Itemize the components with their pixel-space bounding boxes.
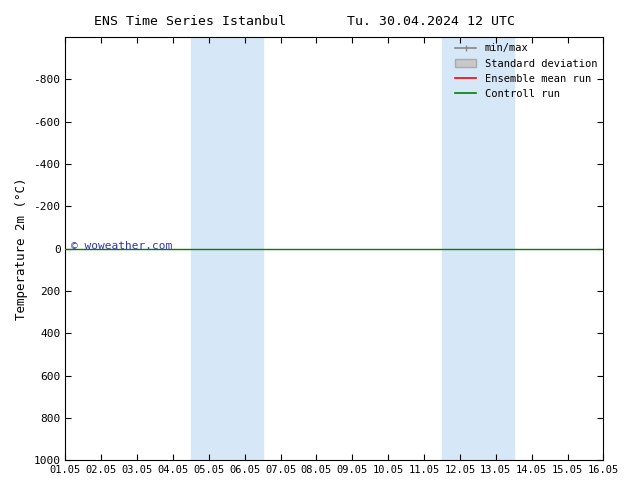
Bar (191, 37, 262, 460)
Text: © woweather.com: © woweather.com (71, 242, 172, 251)
Text: Tu. 30.04.2024 12 UTC: Tu. 30.04.2024 12 UTC (347, 15, 515, 28)
Text: ENS Time Series Istanbul: ENS Time Series Istanbul (94, 15, 286, 28)
Bar (442, 37, 514, 460)
Y-axis label: Temperature 2m (°C): Temperature 2m (°C) (15, 177, 28, 320)
Legend: min/max, Standard deviation, Ensemble mean run, Controll run: min/max, Standard deviation, Ensemble me… (451, 39, 601, 103)
